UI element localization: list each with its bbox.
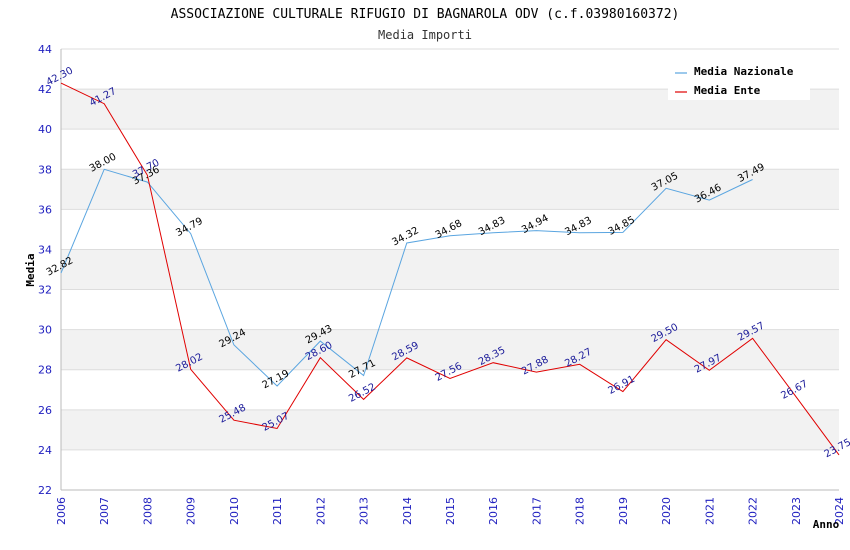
x-tick-label: 2008 bbox=[141, 497, 154, 525]
x-tick-label: 2011 bbox=[271, 497, 284, 525]
grid-band bbox=[61, 329, 839, 370]
x-tick-label: 2017 bbox=[530, 497, 543, 525]
x-tick-label: 2019 bbox=[617, 497, 630, 525]
series-line-media-nazionale bbox=[60, 168, 753, 387]
x-tick-label: 2014 bbox=[401, 497, 414, 525]
y-tick-label: 36 bbox=[38, 203, 52, 216]
y-tick-label: 42 bbox=[38, 83, 52, 96]
y-tick-label: 24 bbox=[38, 444, 52, 457]
x-tick-label: 2012 bbox=[314, 497, 327, 525]
x-axis-label: Anno bbox=[813, 518, 840, 531]
data-label: 34.68 bbox=[434, 218, 464, 241]
legend-box bbox=[668, 58, 810, 100]
x-tick-label: 2023 bbox=[790, 497, 803, 525]
y-tick-label: 32 bbox=[38, 284, 52, 297]
x-tick-label: 2006 bbox=[55, 497, 68, 525]
x-tick-label: 2009 bbox=[185, 497, 198, 525]
chart-title: ASSOCIAZIONE CULTURALE RIFUGIO DI BAGNAR… bbox=[171, 7, 680, 22]
data-label: 42.30 bbox=[45, 65, 75, 88]
y-tick-label: 40 bbox=[38, 123, 52, 136]
data-label: 34.85 bbox=[606, 215, 636, 238]
x-tick-label: 2018 bbox=[574, 497, 587, 525]
data-label: 26.67 bbox=[779, 379, 809, 402]
data-label: 26.91 bbox=[606, 374, 636, 397]
legend-label-media-ente: Media Ente bbox=[694, 84, 761, 97]
data-label: 34.83 bbox=[563, 215, 593, 238]
x-tick-label: 2020 bbox=[660, 497, 673, 525]
chart-subtitle: Media Importi bbox=[378, 28, 472, 42]
grid-band bbox=[61, 409, 839, 450]
x-tick-label: 2021 bbox=[703, 497, 716, 525]
y-axis-label: Media bbox=[24, 253, 37, 286]
axes bbox=[60, 49, 839, 491]
data-label: 26.52 bbox=[347, 382, 377, 405]
y-tick-label: 38 bbox=[38, 163, 52, 176]
y-tick-label: 34 bbox=[38, 243, 52, 256]
x-tick-label: 2015 bbox=[444, 497, 457, 525]
data-label: 34.32 bbox=[390, 225, 420, 248]
data-label: 34.83 bbox=[477, 215, 507, 238]
y-tick-label: 28 bbox=[38, 364, 52, 377]
y-tick-labels: 22 24 26 28 30 32 34 36 38 40 42 44 bbox=[38, 43, 52, 497]
x-tick-label: 2013 bbox=[358, 497, 371, 525]
y-tick-label: 26 bbox=[38, 404, 52, 417]
legend: Media Nazionale Media Ente bbox=[668, 58, 810, 100]
y-tick-label: 44 bbox=[38, 43, 52, 56]
y-tick-label: 30 bbox=[38, 324, 52, 337]
x-tick-label: 2016 bbox=[487, 497, 500, 525]
x-tick-label: 2007 bbox=[98, 497, 111, 525]
x-tick-label: 2022 bbox=[747, 497, 760, 525]
x-tick-label: 2010 bbox=[228, 497, 241, 525]
y-tick-label: 22 bbox=[38, 484, 52, 497]
legend-label-media-nazionale: Media Nazionale bbox=[694, 65, 794, 78]
data-label: 34.94 bbox=[520, 213, 550, 236]
grid-bands bbox=[61, 89, 839, 450]
data-label: 27.19 bbox=[261, 368, 291, 391]
grid-band bbox=[61, 169, 839, 210]
series-line-media-ente bbox=[60, 82, 840, 456]
x-tick-label: 2024 bbox=[833, 497, 846, 525]
x-tick-labels: 2006 2007 2008 2009 2010 2011 2012 2013 2014 2015… bbox=[55, 497, 846, 525]
grid-band bbox=[61, 249, 839, 290]
series-group bbox=[60, 82, 840, 456]
